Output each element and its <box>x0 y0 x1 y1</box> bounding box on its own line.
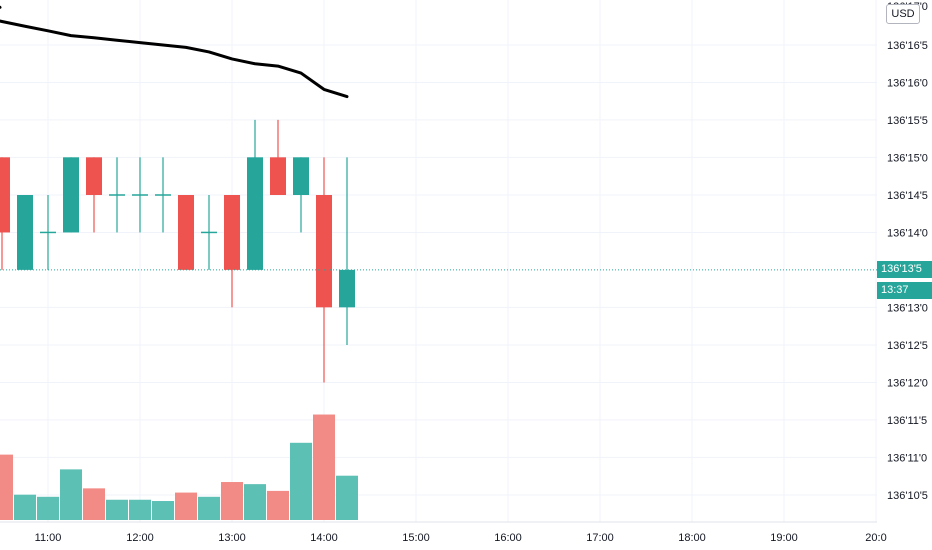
candle-body <box>63 157 79 233</box>
volume-bar <box>83 488 105 520</box>
time-tick-label: 16:00 <box>494 532 522 544</box>
price-axis[interactable]: 136'16'5 136'16'0 136'15'5 136'15'0 136'14'5… <box>887 1 928 502</box>
candle <box>224 195 240 308</box>
price-tick-label: 136'12'0 <box>887 377 928 389</box>
candle <box>109 157 125 233</box>
time-axis[interactable]: 11:00 12:00 13:00 14:00 15:00 16:00 17:00 18:00… <box>0 521 887 544</box>
moving-average <box>0 5 349 99</box>
volume-bar <box>175 492 197 520</box>
time-tick-label: 14:00 <box>310 532 338 544</box>
price-tick-label: 136'13'0 <box>887 302 928 314</box>
price-tick-label: 136'14'0 <box>887 227 928 239</box>
currency-button[interactable]: USD <box>886 4 920 24</box>
candle-body <box>339 269 355 308</box>
candle-body <box>293 157 309 195</box>
candle <box>86 157 102 233</box>
volume-bar <box>37 496 59 520</box>
volume-bars <box>0 414 358 520</box>
time-tick-label: 12:00 <box>126 532 154 544</box>
volume-bar <box>152 501 174 520</box>
last-price-tag: 136'13'5 <box>877 261 932 279</box>
price-tick-label: 136'16'5 <box>887 40 928 52</box>
candle <box>40 195 56 270</box>
volume-bar <box>336 475 358 520</box>
time-tick-label: 15:00 <box>402 532 430 544</box>
price-tick-label: 136'12'5 <box>887 340 928 352</box>
candle <box>17 195 33 270</box>
volume-bar <box>267 490 289 520</box>
price-tick-label: 136'11'0 <box>887 452 927 464</box>
volume-bar <box>290 442 312 520</box>
candle <box>247 119 263 270</box>
candle <box>132 157 148 233</box>
candle-body <box>224 195 240 270</box>
volume-bar <box>106 499 128 520</box>
price-tick-label: 136'15'0 <box>887 152 928 164</box>
volume-bar <box>244 484 266 520</box>
candle <box>293 157 309 233</box>
candlesticks <box>0 119 355 383</box>
price-tick-label: 136'15'5 <box>887 115 928 127</box>
candle <box>339 157 355 345</box>
volume-bar <box>14 494 36 520</box>
candle-body <box>270 157 286 195</box>
candle-body <box>178 195 194 270</box>
time-tick-label: 17:00 <box>586 532 614 544</box>
candle <box>0 157 10 270</box>
price-tick-label: 136'16'0 <box>887 77 928 89</box>
candle <box>270 119 286 195</box>
candle <box>178 195 194 270</box>
candle-body <box>17 195 33 270</box>
candle <box>201 195 217 270</box>
candle <box>155 157 171 233</box>
chart-grid <box>0 0 877 522</box>
volume-bar <box>313 414 335 520</box>
volume-bar <box>129 499 151 520</box>
time-tick-label: 18:00 <box>678 532 706 544</box>
moving-average-line <box>0 5 349 99</box>
price-tick-label: 136'14'5 <box>887 190 928 202</box>
time-tick-label: 20:0 <box>865 532 886 544</box>
time-tick-label: 13:00 <box>218 532 246 544</box>
time-tick-label: 11:00 <box>35 532 62 544</box>
price-tick-label: 136'10'5 <box>887 490 928 502</box>
candle-body <box>86 157 102 195</box>
candle-body <box>0 157 10 233</box>
candle-body <box>247 157 263 270</box>
candle-body <box>316 195 332 308</box>
candle <box>63 157 79 233</box>
volume-bar <box>198 496 220 520</box>
time-tick-label: 19:00 <box>770 532 798 544</box>
countdown-tag: 13:37 <box>877 281 932 299</box>
volume-bar <box>60 469 82 520</box>
price-tick-label: 136'11'5 <box>887 415 927 427</box>
volume-bar <box>0 454 13 520</box>
volume-bar <box>221 482 243 520</box>
